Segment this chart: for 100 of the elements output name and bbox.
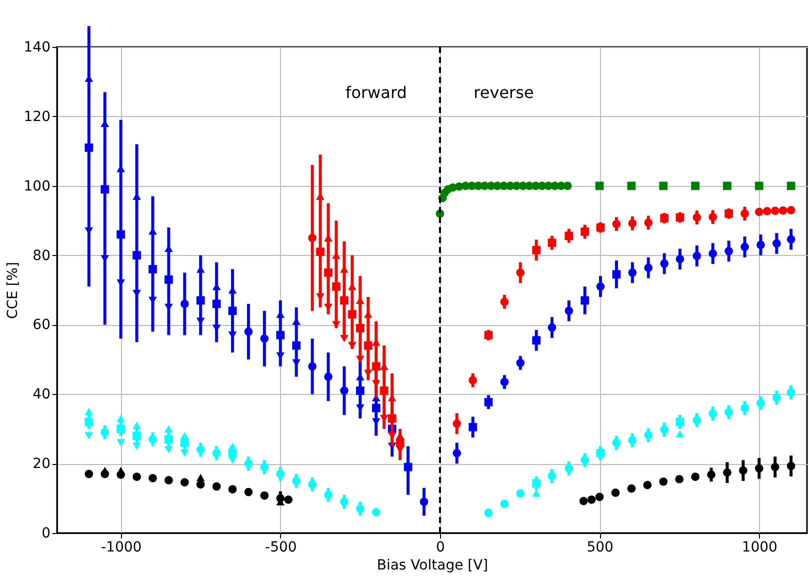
point	[548, 323, 556, 332]
point	[276, 470, 285, 478]
point	[244, 327, 253, 336]
point	[596, 223, 605, 232]
point	[516, 489, 525, 498]
point	[532, 246, 541, 254]
point	[628, 436, 637, 444]
point	[738, 466, 748, 475]
point	[84, 470, 94, 478]
point	[724, 246, 733, 256]
point	[452, 419, 462, 428]
point	[132, 422, 141, 430]
point	[84, 408, 94, 416]
point	[84, 432, 94, 440]
point	[164, 476, 173, 484]
point	[348, 310, 356, 318]
point	[132, 432, 141, 440]
point	[580, 456, 590, 464]
point	[196, 480, 205, 489]
point	[324, 268, 332, 277]
y-axis-title: CCE [%]	[4, 262, 21, 320]
point	[644, 430, 653, 440]
point	[660, 425, 669, 434]
y-tick-label: 20	[32, 456, 50, 472]
point	[484, 398, 493, 406]
point	[212, 448, 221, 458]
point	[148, 264, 157, 274]
point	[756, 398, 765, 408]
point	[676, 430, 684, 438]
point	[724, 408, 733, 416]
point	[516, 358, 525, 368]
point	[612, 438, 621, 447]
point	[580, 227, 590, 236]
point	[148, 435, 157, 444]
point	[691, 472, 700, 481]
annotation: forward	[346, 83, 407, 102]
point	[372, 508, 380, 516]
point	[164, 425, 173, 432]
point	[675, 475, 684, 484]
y-tick-label: 100	[24, 178, 50, 194]
point	[754, 208, 764, 216]
point	[364, 341, 372, 350]
point	[148, 474, 157, 482]
point	[580, 296, 590, 305]
point	[84, 418, 94, 426]
point	[723, 468, 732, 477]
point	[180, 450, 189, 457]
point	[548, 472, 556, 480]
point	[786, 388, 796, 397]
point	[372, 362, 380, 371]
point	[500, 298, 509, 306]
point	[754, 182, 764, 190]
point	[100, 185, 110, 194]
point	[707, 470, 716, 479]
point	[332, 282, 340, 291]
point	[484, 330, 493, 340]
point	[164, 275, 173, 284]
point	[116, 466, 126, 474]
x-axis-title: Bias Voltage [V]	[376, 558, 488, 574]
point	[587, 496, 596, 504]
point	[468, 376, 478, 384]
point	[340, 386, 348, 395]
point	[786, 182, 796, 190]
point	[676, 213, 684, 222]
point	[356, 324, 364, 332]
point	[500, 378, 509, 386]
point	[532, 479, 541, 488]
y-tick-label: 60	[32, 317, 50, 334]
y-tick-label: 120	[24, 108, 50, 125]
point	[84, 143, 94, 152]
point	[786, 462, 796, 470]
point	[196, 474, 205, 482]
annotation: reverse	[474, 83, 534, 102]
point	[740, 209, 749, 218]
point	[388, 414, 396, 423]
point	[372, 404, 380, 412]
point	[708, 409, 718, 418]
point	[100, 428, 110, 437]
point	[332, 321, 340, 328]
point	[308, 480, 316, 489]
point	[564, 464, 574, 473]
point	[740, 242, 749, 252]
point	[308, 234, 316, 242]
point	[564, 306, 574, 316]
point	[778, 206, 788, 215]
point	[595, 182, 604, 190]
point	[164, 446, 173, 454]
point	[532, 336, 541, 345]
point	[596, 448, 605, 458]
point	[659, 182, 668, 190]
point	[380, 386, 388, 395]
point	[564, 232, 574, 240]
point	[644, 264, 653, 272]
point	[692, 252, 702, 260]
point	[228, 485, 237, 494]
point	[676, 254, 684, 264]
point	[692, 416, 702, 424]
point	[244, 488, 253, 496]
point	[772, 239, 781, 248]
point	[660, 259, 669, 268]
